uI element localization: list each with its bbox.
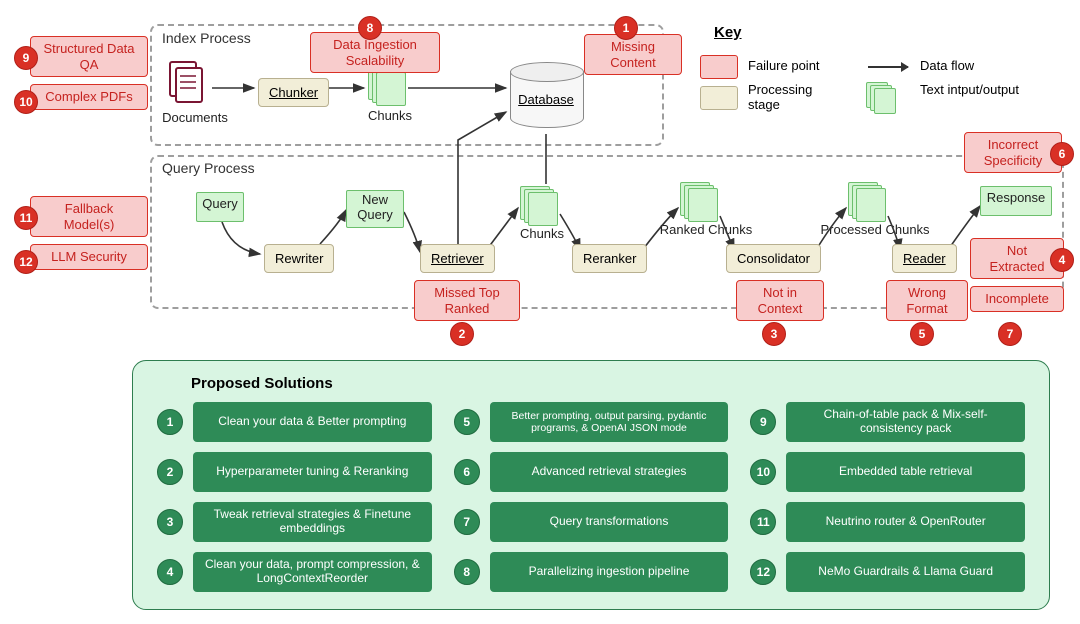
legend-label-dataflow: Data flow xyxy=(920,58,974,73)
stage-consolidator: Consolidator xyxy=(726,244,821,273)
stage-chunker: Chunker xyxy=(258,78,329,107)
solution-3: 3Tweak retrieval strategies & Finetune e… xyxy=(157,502,432,542)
failure-2: Missed Top Ranked xyxy=(414,280,520,321)
chunks2-icon xyxy=(520,186,556,224)
legend-label-textio: Text intput/output xyxy=(920,82,1030,97)
solution-4: 4Clean your data, prompt compression, & … xyxy=(157,552,432,592)
key-title: Key xyxy=(714,24,742,41)
solution-5: 5Better prompting, output parsing, pydan… xyxy=(454,402,729,442)
badge-7: 7 xyxy=(998,322,1022,346)
database-label: Database xyxy=(510,92,582,107)
query-label: Query xyxy=(198,196,242,211)
badge-11: 11 xyxy=(14,206,38,230)
index-process-title: Index Process xyxy=(162,30,251,46)
badge-10: 10 xyxy=(14,90,38,114)
failure-6: Incorrect Specificity xyxy=(964,132,1062,173)
solution-2: 2Hyperparameter tuning & Reranking xyxy=(157,452,432,492)
solutions-title: Proposed Solutions xyxy=(191,375,1025,392)
stage-reranker: Reranker xyxy=(572,244,647,273)
stage-rewriter: Rewriter xyxy=(264,244,334,273)
failure-12: LLM Security xyxy=(30,244,148,270)
solution-8: 8Parallelizing ingestion pipeline xyxy=(454,552,729,592)
badge-2: 2 xyxy=(450,322,474,346)
failure-11: Fallback Model(s) xyxy=(30,196,148,237)
failure-3: Not in Context xyxy=(736,280,824,321)
query-process-title: Query Process xyxy=(162,160,255,176)
solution-7: 7Query transformations xyxy=(454,502,729,542)
new-query-label: New Query xyxy=(348,192,402,222)
solution-1: 1Clean your data & Better prompting xyxy=(157,402,432,442)
badge-5: 5 xyxy=(910,322,934,346)
chunks2-label: Chunks xyxy=(512,226,572,241)
solutions-grid: 1Clean your data & Better prompting 2Hyp… xyxy=(157,402,1025,592)
processed-chunks-icon xyxy=(848,182,884,220)
solution-11: 11Neutrino router & OpenRouter xyxy=(750,502,1025,542)
documents-icon xyxy=(168,60,210,108)
failure-10: Complex PDFs xyxy=(30,84,148,110)
legend-label-failure: Failure point xyxy=(748,58,820,73)
chunks-label: Chunks xyxy=(360,108,420,123)
solution-6: 6Advanced retrieval strategies xyxy=(454,452,729,492)
response-label: Response xyxy=(984,190,1048,205)
legend-swatch-failure xyxy=(700,55,738,79)
stage-retriever: Retriever xyxy=(420,244,495,273)
failure-1: Missing Content xyxy=(584,34,682,75)
legend-swatch-stage xyxy=(700,86,738,110)
badge-3: 3 xyxy=(762,322,786,346)
badge-1: 1 xyxy=(614,16,638,40)
legend-arrow-icon xyxy=(868,66,908,68)
stage-reader: Reader xyxy=(892,244,957,273)
badge-6: 6 xyxy=(1050,142,1074,166)
ranked-chunks-icon xyxy=(680,182,716,220)
badge-8: 8 xyxy=(358,16,382,40)
database-icon: Database xyxy=(510,62,582,132)
legend-label-stage: Processing stage xyxy=(748,82,838,112)
processed-chunks-label: Processed Chunks xyxy=(820,222,930,237)
badge-4: 4 xyxy=(1050,248,1074,272)
solution-9: 9Chain-of-table pack & Mix-self-consiste… xyxy=(750,402,1025,442)
ranked-chunks-label: Ranked Chunks xyxy=(656,222,756,237)
badge-9: 9 xyxy=(14,46,38,70)
solutions-panel: Proposed Solutions 1Clean your data & Be… xyxy=(132,360,1050,610)
documents-label: Documents xyxy=(160,110,230,125)
failure-5: Wrong Format xyxy=(886,280,968,321)
failure-9: Structured Data QA xyxy=(30,36,148,77)
failure-7: Incomplete xyxy=(970,286,1064,312)
legend-textio-icon xyxy=(866,82,896,112)
badge-12: 12 xyxy=(14,250,38,274)
solution-10: 10Embedded table retrieval xyxy=(750,452,1025,492)
solution-12: 12NeMo Guardrails & Llama Guard xyxy=(750,552,1025,592)
